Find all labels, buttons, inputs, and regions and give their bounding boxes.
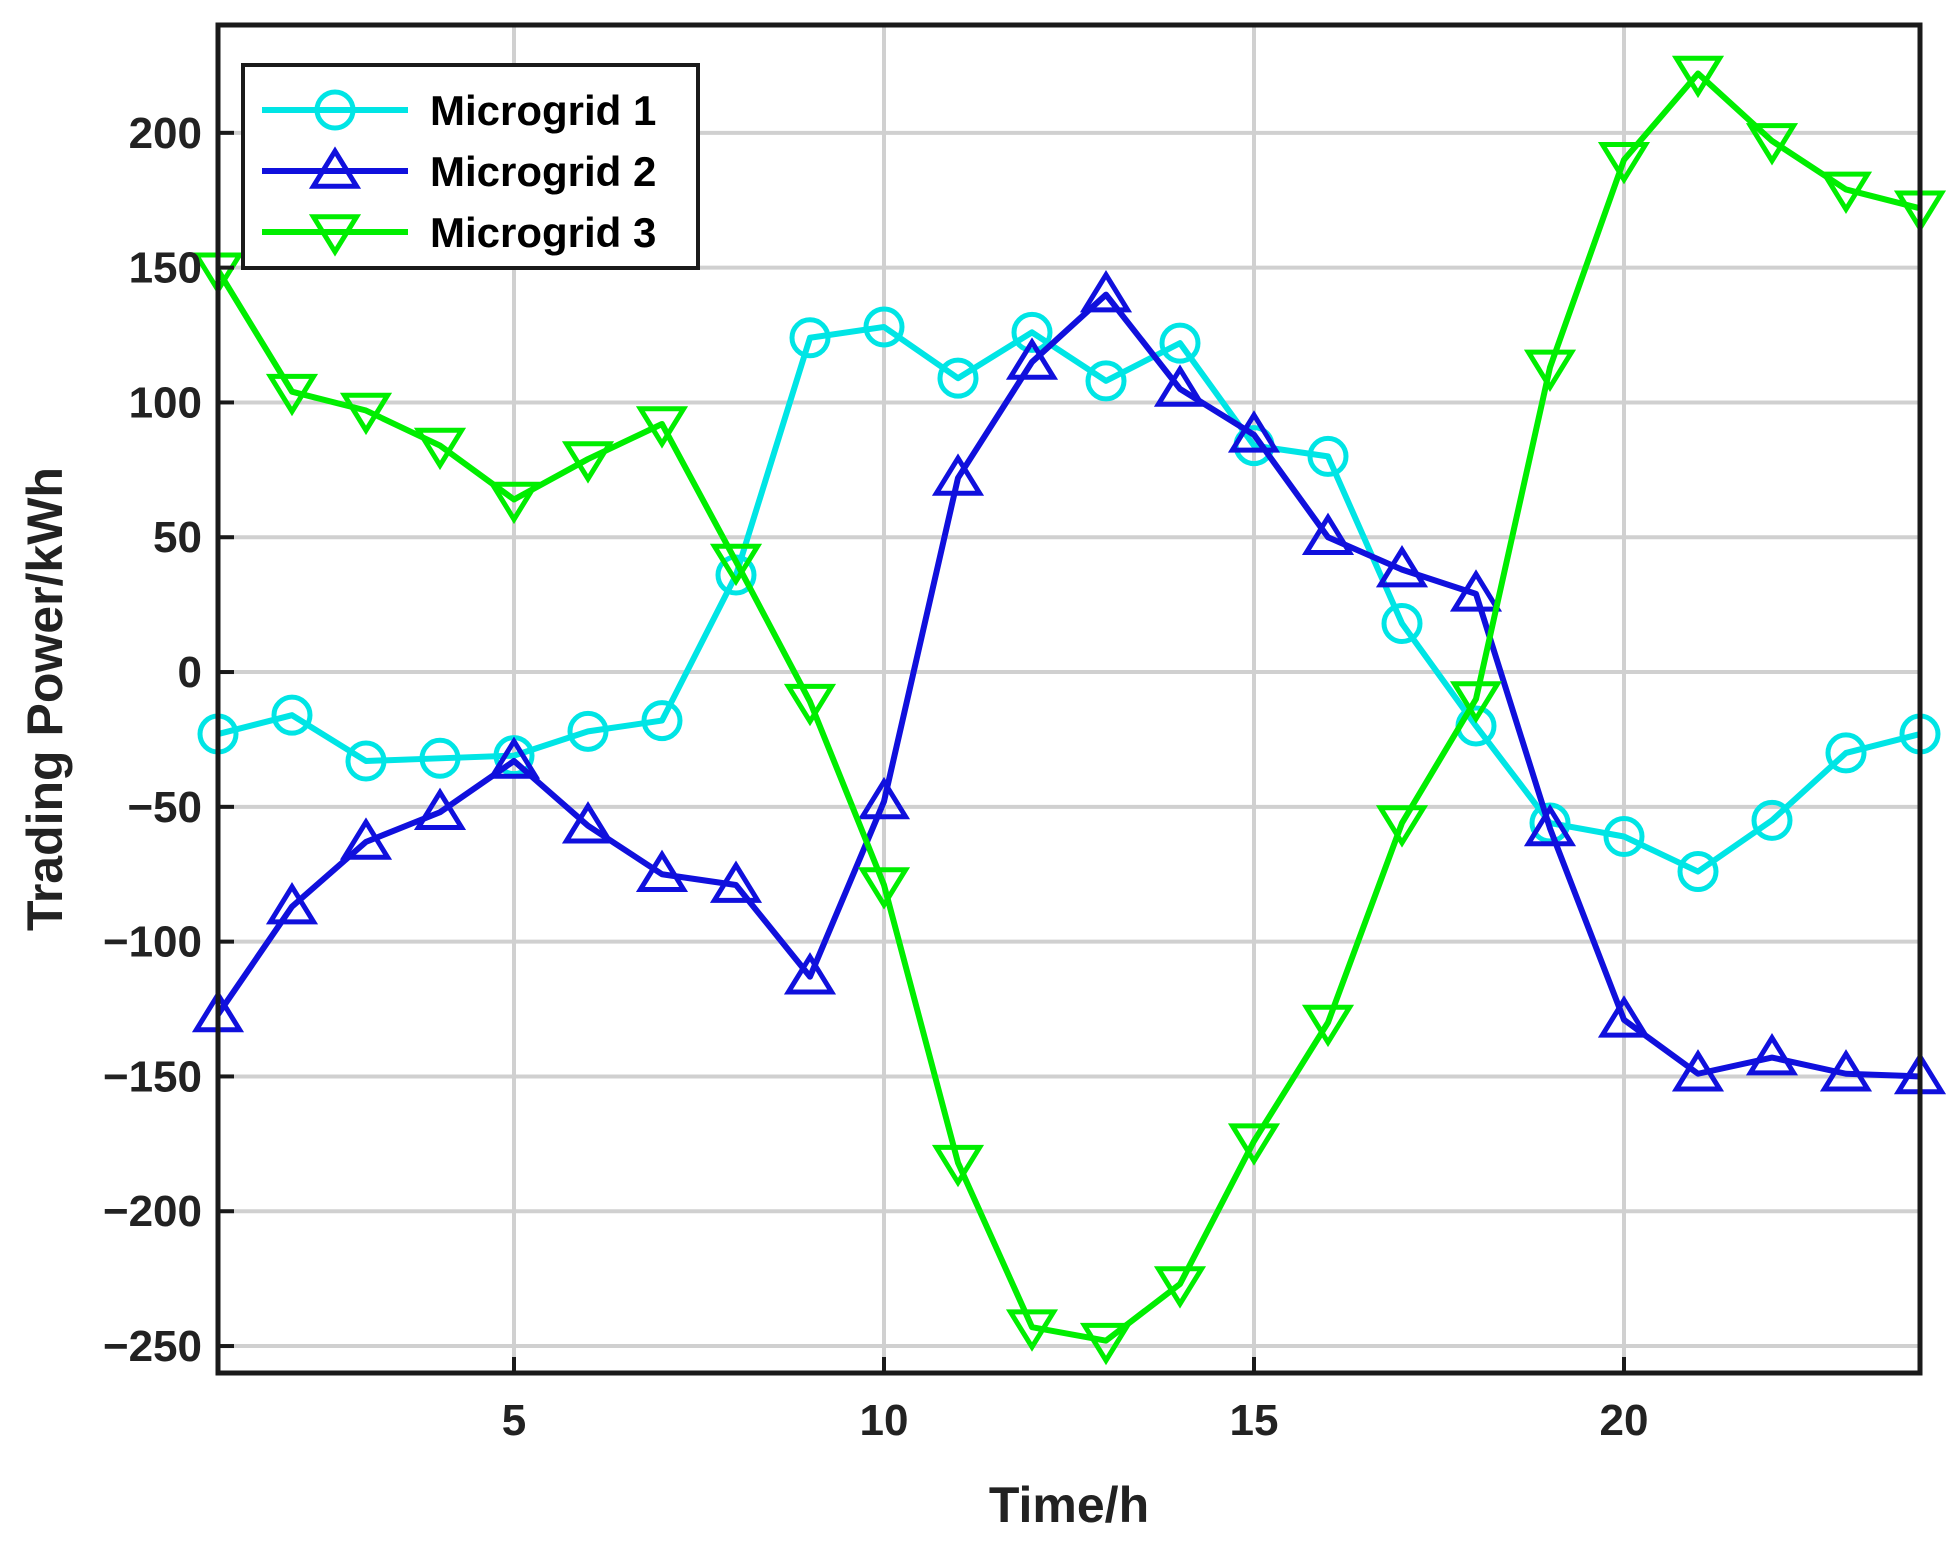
legend-marker [308,146,362,189]
y-tick-label: −50 [127,783,202,832]
data-point [1005,1309,1059,1352]
legend-item: Microgrid 1 [262,87,656,134]
data-point [1011,311,1053,353]
series-1 [197,306,1941,893]
data-point [1085,360,1127,402]
x-tick-label: 15 [1230,1396,1279,1445]
data-point [641,700,683,742]
data-point [1745,1032,1799,1076]
data-point [1597,142,1651,185]
data-point [1153,1266,1207,1309]
data-point [931,1144,985,1188]
data-point [1301,512,1355,556]
data-point [1449,681,1503,724]
data-point [413,427,467,471]
y-tick-label: 0 [178,648,202,697]
data-point [1597,995,1651,1038]
series-3 [191,55,1947,1366]
legend-item: Microgrid 3 [262,209,656,257]
data-point [863,306,905,348]
data-point [1079,1322,1133,1366]
y-tick-label: 100 [129,378,202,427]
data-point [271,694,313,736]
data-point [345,740,387,782]
data-point [783,952,837,995]
data-point [265,882,319,925]
data-point [487,481,541,525]
data-point [789,317,831,359]
data-point [709,860,763,903]
grid-lines [218,25,1920,1373]
x-axis-title: Time/h [989,1477,1149,1533]
y-tick-label: −100 [103,918,202,967]
y-tick-label: 150 [129,244,202,293]
data-point [1375,805,1429,848]
data-point [567,710,609,752]
legend-label: Microgrid 2 [430,148,656,195]
data-point [1677,851,1719,893]
data-point [1751,799,1793,841]
data-point [1449,569,1503,612]
x-tick-label: 10 [860,1396,909,1445]
data-point [783,683,837,727]
legend-marker [308,214,362,257]
data-point [1307,435,1349,477]
legend-label: Microgrid 1 [430,87,656,134]
data-point [1227,410,1281,453]
data-point [1671,55,1725,99]
y-tick-label: −150 [103,1052,202,1101]
data-point [1523,803,1577,847]
legend-item: Microgrid 2 [262,146,656,195]
data-point [1671,1049,1725,1092]
data-point [339,392,393,436]
data-point [937,357,979,399]
series-line [215,291,1921,1080]
data-point [561,441,615,484]
data-point [487,736,541,779]
data-point [413,787,467,831]
y-tick-label: 50 [153,513,202,562]
data-point [1153,364,1207,407]
data-point [1159,322,1201,364]
data-point [1523,349,1577,392]
data-point [709,543,763,587]
data-point [931,453,985,496]
data-point [1375,545,1429,588]
data-point [635,849,689,893]
legend-label: Microgrid 3 [430,209,656,256]
data-point [635,406,689,449]
data-point [1819,171,1873,215]
data-point [1825,732,1867,774]
x-tick-label: 20 [1600,1396,1649,1445]
data-point [1005,337,1059,380]
data-point [561,801,615,844]
data-point [419,737,461,779]
data-point [857,867,911,910]
y-axis-ticks: −250 −200 −150 −100 −50 0 50 100 150 200 [103,109,234,1371]
y-tick-label: −250 [103,1322,202,1371]
data-point [339,817,393,860]
y-tick-label: −200 [103,1187,202,1236]
data-point [1079,270,1133,313]
data-point [1819,1049,1873,1092]
data-point [1301,1004,1355,1048]
legend-marker [314,89,356,131]
y-tick-label: 200 [129,109,202,158]
plot-frame [215,22,1923,1376]
data-point [857,776,911,820]
data-point [1227,1123,1281,1166]
legend: Microgrid 1 Microgrid 2 Microgrid 3 [241,63,700,270]
data-point [265,373,319,417]
x-axis-ticks: 5 10 15 20 [502,1357,1649,1445]
x-tick-label: 5 [502,1396,526,1445]
y-axis-title: Trading Power/kWh [17,467,73,931]
data-point [1745,123,1799,166]
data-point [1381,603,1423,645]
data-point [1603,815,1645,857]
series-line [217,323,1921,875]
